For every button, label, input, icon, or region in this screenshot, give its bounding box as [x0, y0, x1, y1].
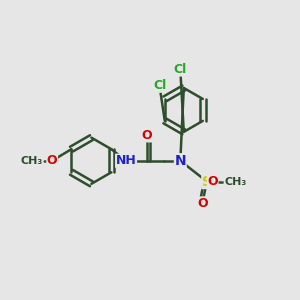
- Text: S: S: [202, 175, 212, 188]
- Text: Cl: Cl: [153, 79, 166, 92]
- Text: N: N: [175, 154, 186, 168]
- Text: O: O: [197, 197, 208, 210]
- Text: CH₃: CH₃: [21, 156, 43, 166]
- Text: Cl: Cl: [174, 63, 187, 76]
- Text: O: O: [142, 129, 152, 142]
- Text: O: O: [47, 154, 57, 167]
- Text: O: O: [207, 175, 218, 188]
- Text: NH: NH: [116, 154, 136, 167]
- Text: CH₃: CH₃: [224, 176, 247, 187]
